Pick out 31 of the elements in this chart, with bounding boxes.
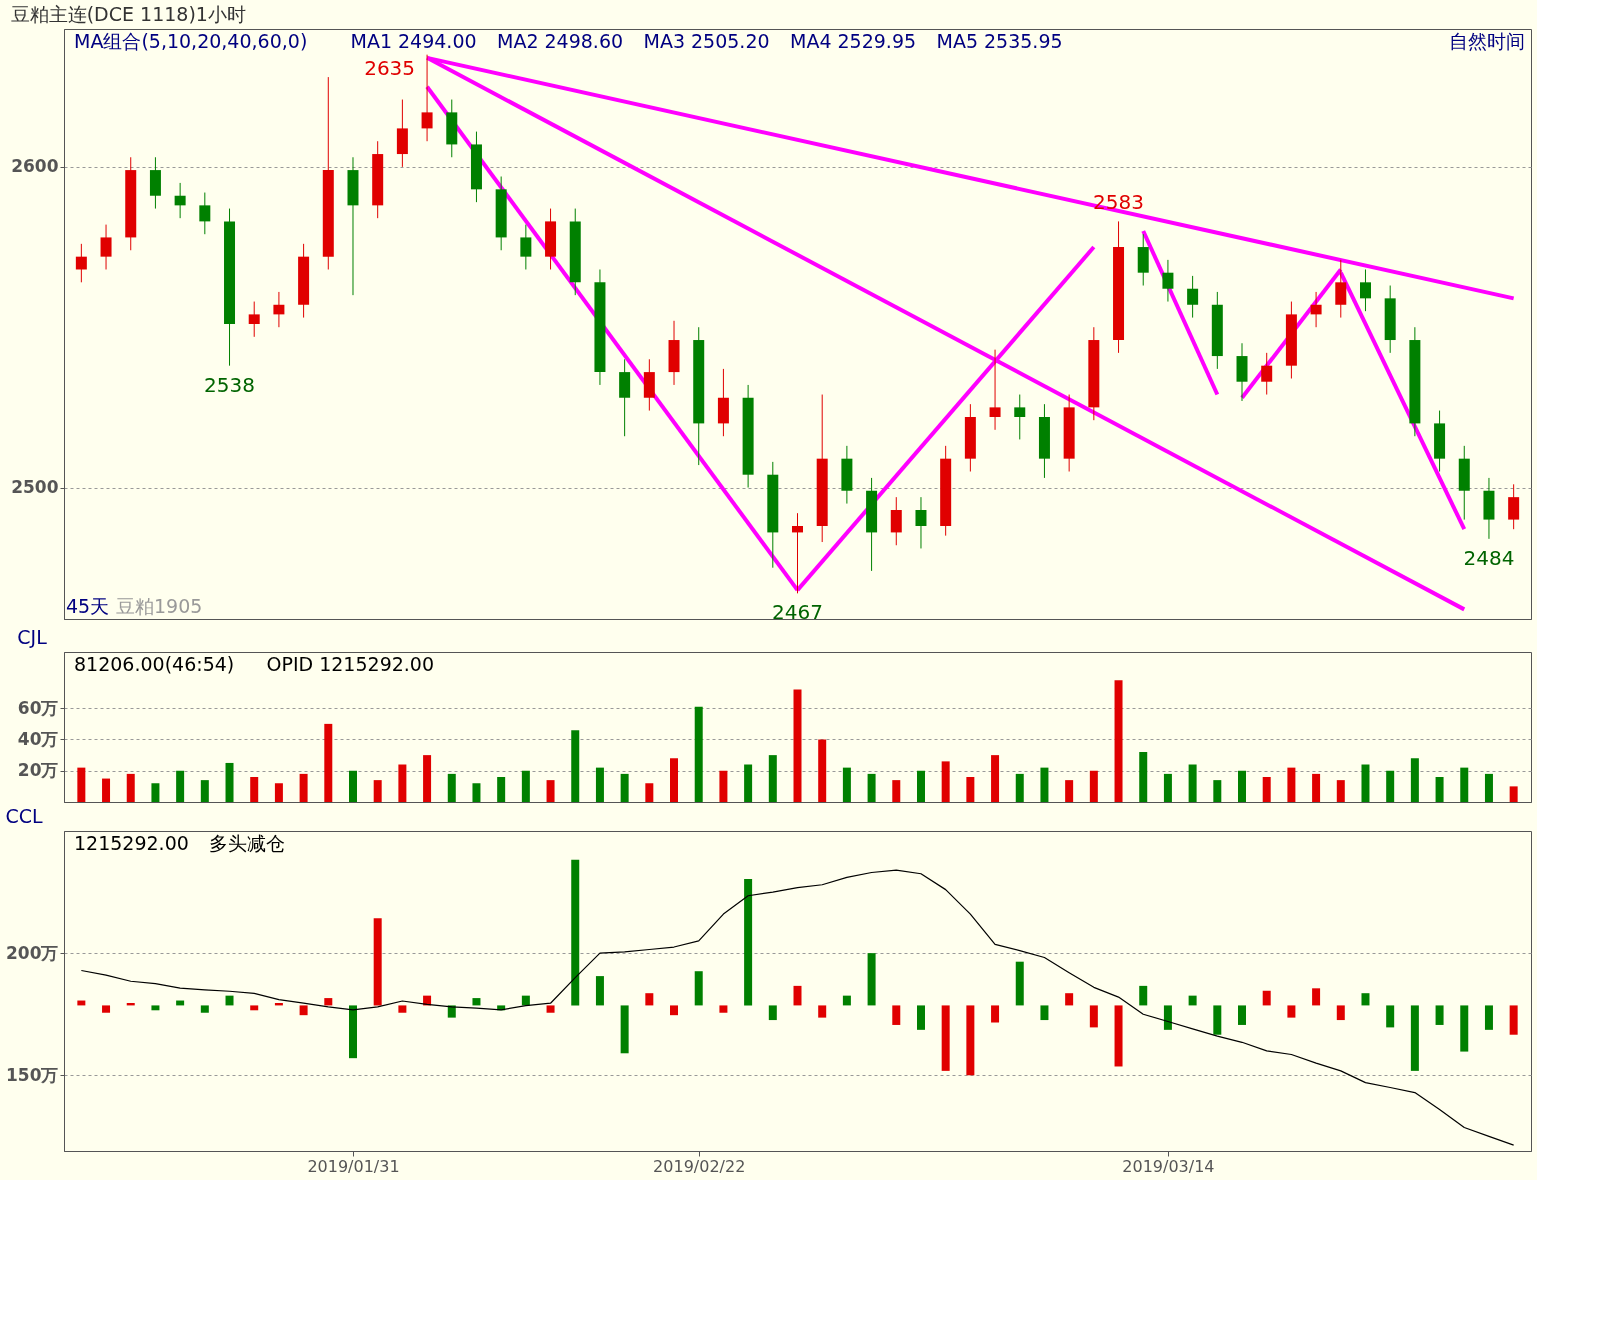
annotation: 2538 <box>204 372 255 397</box>
annotation: OPID 1215292.00 <box>266 653 435 675</box>
annotation: MA2 2498.60 <box>497 30 624 52</box>
chart-title: CJL <box>17 626 48 648</box>
chart-title: 豆粕主连(DCE 1118)1小时 <box>10 3 246 25</box>
annotation: 81206.00(46:54) <box>74 653 235 675</box>
annotation: 自然时间 <box>1449 30 1525 52</box>
annotation: 多头减仓 <box>209 832 285 854</box>
annotation: 2635 <box>364 55 416 80</box>
annotation: 2467 <box>772 600 823 625</box>
chart-title: CCL <box>5 805 44 827</box>
x-tick-label: 2019/03/14 <box>1122 1156 1215 1176</box>
annotation: 2583 <box>1093 190 1144 215</box>
y-tick-label: 60万 <box>17 697 59 718</box>
annotation: 45天 <box>66 595 110 617</box>
x-tick-label: 2019/01/31 <box>307 1156 400 1176</box>
y-tick-label: 200万 <box>6 942 59 963</box>
y-tick-label: 20万 <box>17 760 59 781</box>
annotation: 1215292.00 <box>74 832 189 854</box>
annotation: MA4 2529.95 <box>790 30 917 52</box>
annotation: MA1 2494.00 <box>350 30 477 52</box>
annotation: 豆粕1905 <box>116 595 203 617</box>
y-tick-label: 150万 <box>6 1064 59 1085</box>
y-tick-label: 40万 <box>17 729 59 749</box>
y-tick-label: 2600 <box>11 156 59 177</box>
annotation: MA3 2505.20 <box>643 30 770 52</box>
y-tick-label: 2500 <box>11 477 59 498</box>
annotation: MA组合(5,10,20,40,60,0) <box>74 30 308 52</box>
annotation: MA5 2535.95 <box>936 30 1063 52</box>
annotation: 2484 <box>1463 545 1515 570</box>
x-tick-label: 2019/02/22 <box>653 1156 746 1176</box>
